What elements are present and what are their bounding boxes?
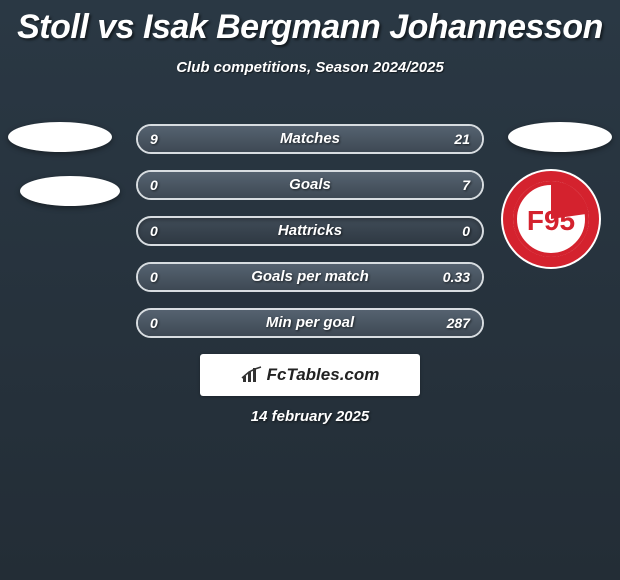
stat-label: Goals <box>138 172 482 198</box>
logo-text: F95 <box>527 205 575 236</box>
stat-row-hattricks: 0 Hattricks 0 <box>136 216 484 246</box>
page-title: Stoll vs Isak Bergmann Johannesson <box>0 0 620 47</box>
chart-icon <box>241 366 263 384</box>
stat-row-goals-per-match: 0 Goals per match 0.33 <box>136 262 484 292</box>
stat-bars: 9 Matches 21 0 Goals 7 0 Hattricks 0 0 G… <box>136 124 484 354</box>
branding-label: FcTables.com <box>267 365 380 385</box>
stat-label: Goals per match <box>138 264 482 290</box>
club-logo-right: F95 <box>500 168 602 270</box>
stat-value-right: 21 <box>454 126 470 152</box>
stat-value-right: 7 <box>462 172 470 198</box>
stat-row-matches: 9 Matches 21 <box>136 124 484 154</box>
stat-value-right: 0 <box>462 218 470 244</box>
player-left-ellipse-2 <box>20 176 120 206</box>
stat-label: Min per goal <box>138 310 482 336</box>
player-right-ellipse <box>508 122 612 152</box>
branding-badge: FcTables.com <box>200 354 420 396</box>
stat-row-goals: 0 Goals 7 <box>136 170 484 200</box>
subtitle: Club competitions, Season 2024/2025 <box>0 47 620 76</box>
date-label: 14 february 2025 <box>0 408 620 425</box>
stat-label: Hattricks <box>138 218 482 244</box>
player-left-ellipse-1 <box>8 122 112 152</box>
stat-value-right: 287 <box>447 310 470 336</box>
stat-value-right: 0.33 <box>443 264 470 290</box>
stat-label: Matches <box>138 126 482 152</box>
stat-row-min-per-goal: 0 Min per goal 287 <box>136 308 484 338</box>
